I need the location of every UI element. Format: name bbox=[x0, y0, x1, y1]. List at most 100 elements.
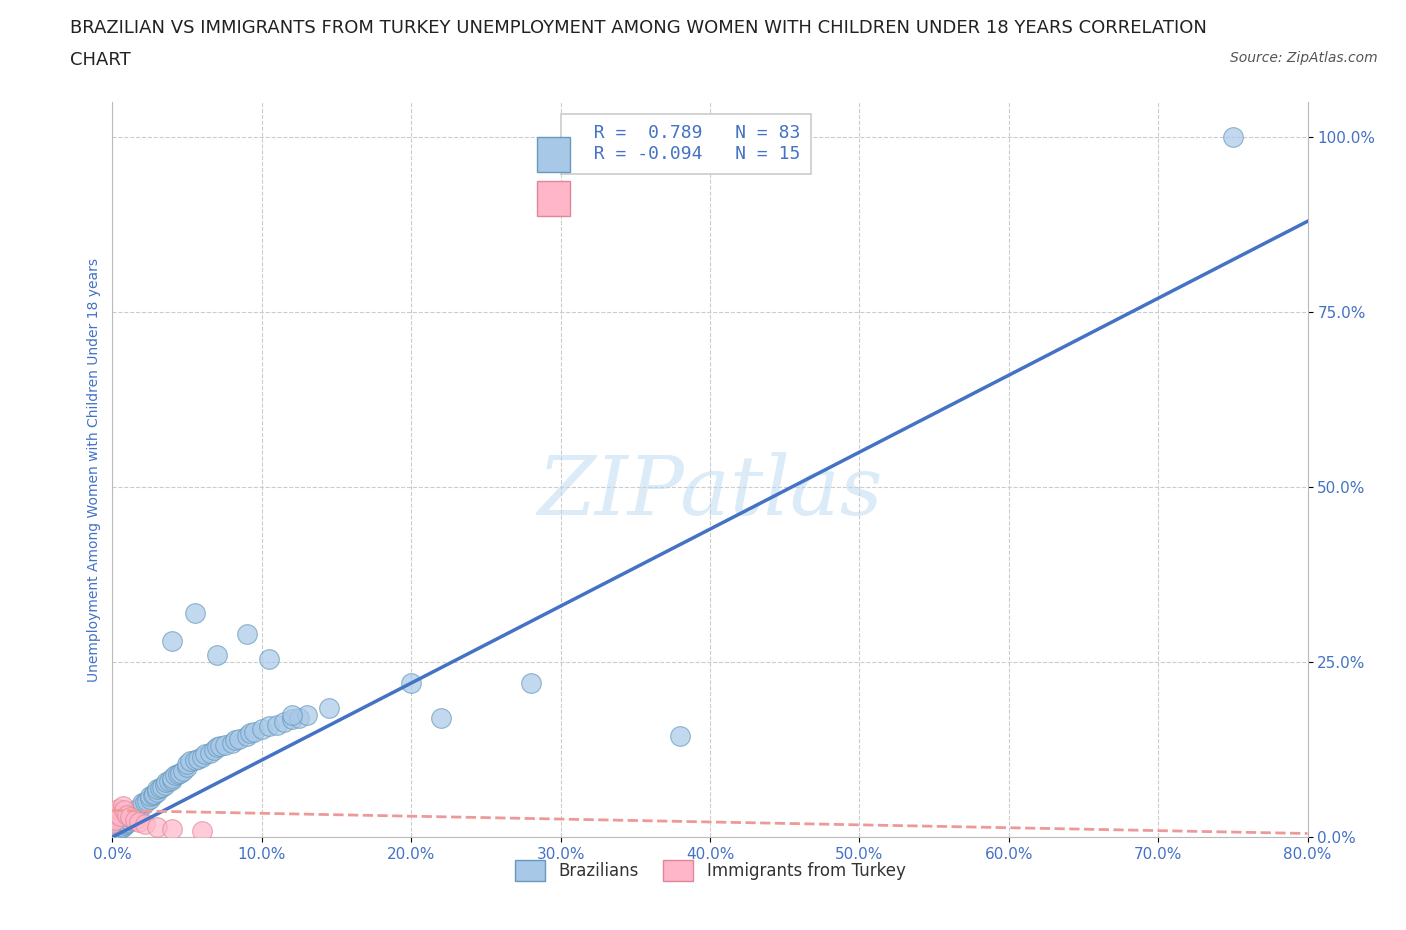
Point bbox=[198, 746, 221, 761]
Point bbox=[146, 784, 169, 799]
Point bbox=[183, 605, 205, 620]
Point bbox=[111, 819, 134, 834]
Text: R =  0.789   N = 83
  R = -0.094   N = 15: R = 0.789 N = 83 R = -0.094 N = 15 bbox=[572, 125, 800, 163]
Point bbox=[135, 793, 157, 808]
Point bbox=[105, 824, 128, 839]
Point bbox=[202, 742, 225, 757]
Point bbox=[124, 812, 146, 827]
Point bbox=[142, 788, 165, 803]
Point bbox=[162, 770, 183, 785]
Point bbox=[401, 675, 423, 690]
Point bbox=[239, 726, 262, 741]
Point bbox=[162, 633, 183, 648]
Point bbox=[128, 814, 150, 829]
Point bbox=[118, 812, 141, 827]
Point bbox=[117, 814, 139, 829]
Point bbox=[108, 808, 131, 823]
Point bbox=[101, 816, 124, 830]
Point bbox=[104, 812, 127, 827]
Point bbox=[128, 800, 150, 815]
Point bbox=[125, 803, 148, 817]
Point bbox=[165, 768, 187, 783]
Point bbox=[110, 819, 132, 834]
Point bbox=[107, 802, 129, 817]
Point bbox=[122, 807, 145, 822]
Point bbox=[224, 733, 246, 748]
Point bbox=[108, 821, 131, 836]
Point bbox=[114, 803, 135, 817]
Point bbox=[176, 756, 198, 771]
Point bbox=[243, 724, 266, 739]
Point bbox=[104, 826, 127, 841]
Point bbox=[520, 675, 543, 690]
Point bbox=[157, 774, 180, 789]
Point bbox=[120, 810, 142, 825]
Point bbox=[281, 707, 304, 722]
Point bbox=[117, 807, 139, 822]
Point bbox=[259, 719, 281, 734]
Point bbox=[187, 751, 209, 766]
Point bbox=[146, 819, 169, 834]
Point bbox=[236, 627, 259, 642]
Point bbox=[139, 789, 162, 804]
Point bbox=[143, 786, 166, 801]
Point bbox=[1222, 130, 1244, 145]
Point bbox=[266, 718, 288, 733]
FancyBboxPatch shape bbox=[537, 137, 571, 172]
Text: ZIPatlas: ZIPatlas bbox=[537, 452, 883, 532]
Point bbox=[162, 821, 183, 836]
Point bbox=[127, 802, 149, 817]
Legend: Brazilians, Immigrants from Turkey: Brazilians, Immigrants from Turkey bbox=[508, 854, 912, 887]
Point bbox=[114, 817, 135, 832]
Point bbox=[191, 824, 214, 839]
Point bbox=[318, 700, 340, 715]
Point bbox=[131, 796, 153, 811]
Text: Source: ZipAtlas.com: Source: ZipAtlas.com bbox=[1230, 51, 1378, 65]
Point bbox=[228, 732, 250, 747]
Point bbox=[150, 779, 173, 794]
Point bbox=[121, 808, 143, 823]
Point bbox=[259, 651, 281, 666]
Text: CHART: CHART bbox=[70, 51, 131, 69]
Point bbox=[134, 817, 156, 831]
Point bbox=[131, 798, 153, 813]
Point bbox=[115, 817, 138, 831]
Point bbox=[669, 728, 692, 743]
Point bbox=[111, 798, 134, 813]
Point bbox=[120, 810, 142, 825]
Point bbox=[117, 816, 139, 830]
Point bbox=[209, 738, 232, 753]
Point bbox=[288, 711, 311, 725]
Point bbox=[191, 749, 214, 764]
Point bbox=[205, 647, 228, 662]
Point bbox=[221, 735, 243, 750]
Point bbox=[205, 740, 228, 755]
Point bbox=[101, 830, 124, 844]
Point bbox=[153, 777, 176, 792]
Point bbox=[124, 805, 146, 820]
Point bbox=[139, 791, 162, 806]
Point bbox=[155, 775, 177, 790]
Point bbox=[214, 737, 236, 752]
Point bbox=[146, 782, 169, 797]
Point bbox=[176, 760, 198, 775]
Point bbox=[194, 747, 217, 762]
Point bbox=[169, 765, 191, 780]
Point bbox=[183, 752, 205, 767]
Y-axis label: Unemployment Among Women with Children Under 18 years: Unemployment Among Women with Children U… bbox=[87, 258, 101, 682]
Text: BRAZILIAN VS IMMIGRANTS FROM TURKEY UNEMPLOYMENT AMONG WOMEN WITH CHILDREN UNDER: BRAZILIAN VS IMMIGRANTS FROM TURKEY UNEM… bbox=[70, 19, 1208, 36]
Point bbox=[295, 707, 318, 722]
Point bbox=[273, 714, 295, 729]
Point bbox=[107, 822, 129, 837]
Point bbox=[250, 721, 273, 736]
FancyBboxPatch shape bbox=[537, 181, 571, 216]
Point bbox=[430, 711, 453, 725]
Point bbox=[179, 754, 201, 769]
Point bbox=[167, 766, 190, 781]
Point bbox=[236, 728, 259, 743]
Point bbox=[149, 780, 172, 795]
Point bbox=[281, 712, 304, 727]
Point bbox=[134, 794, 156, 809]
Point bbox=[162, 772, 183, 787]
Point bbox=[103, 805, 125, 820]
